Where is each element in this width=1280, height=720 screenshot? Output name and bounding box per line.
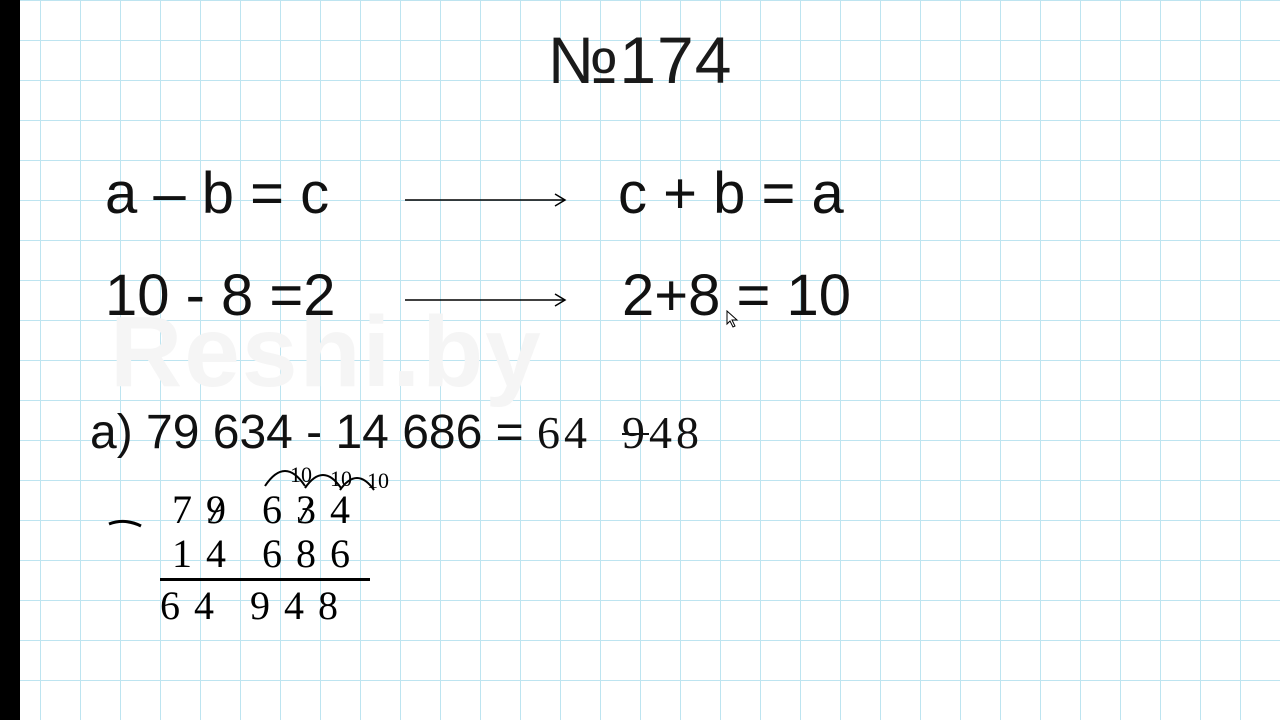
column-numbers: 7 9 6 3 4 1 4 6 8 6	[165, 488, 357, 576]
arrow-2	[405, 292, 575, 308]
equation-1-left: a – b = c	[105, 160, 329, 227]
difference-row: 6 4 9 4 8	[153, 584, 345, 628]
equation-2-left: 10 - 8 =2	[105, 262, 336, 329]
problem-a-answer: 64 948	[537, 406, 703, 459]
arrow-1	[405, 192, 575, 208]
left-stripe	[0, 0, 20, 720]
struck-digit: 9	[622, 407, 649, 458]
page: Reshi.by №174 a – b = c c + b = a 10 - 8…	[0, 0, 1280, 720]
subtrahend-row: 1 4 6 8 6	[165, 532, 357, 576]
problem-a: а) 79 634 - 14 686 = 64 948	[90, 405, 703, 460]
minus-sign	[105, 516, 145, 546]
mouse-cursor-icon	[726, 310, 740, 333]
equation-1-right: c + b = a	[618, 160, 844, 227]
borrow-mark-1: 10	[290, 462, 312, 488]
exercise-title: №174	[0, 22, 1280, 98]
minuend-row: 7 9 6 3 4	[165, 488, 357, 532]
problem-a-label: а) 79 634 - 14 686 =	[90, 406, 537, 459]
subtraction-line	[160, 578, 370, 581]
borrow-mark-3: 10	[367, 468, 389, 494]
